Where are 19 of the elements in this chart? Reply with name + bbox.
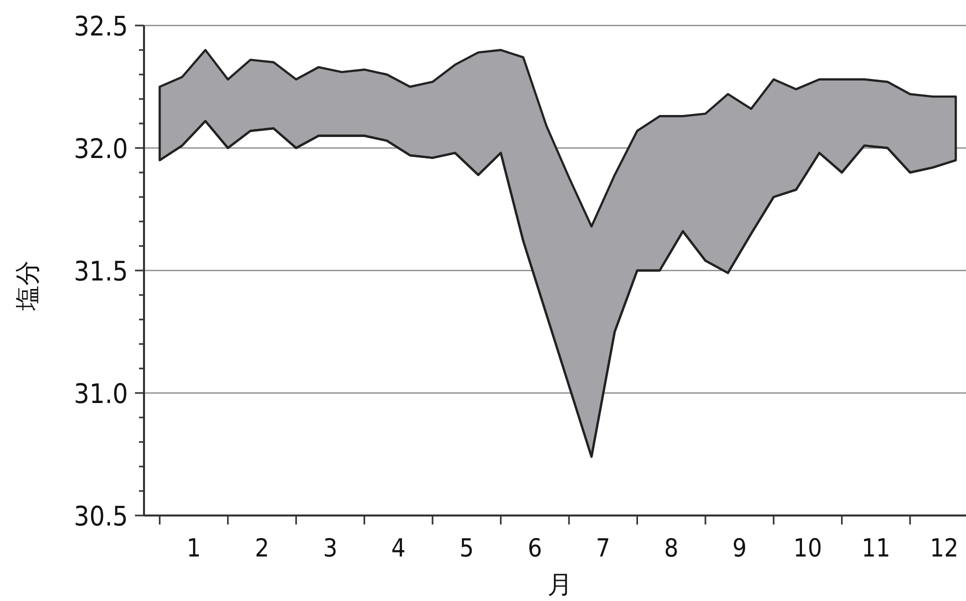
y-tick-label: 30.5: [74, 502, 128, 532]
y-tick-label: 32.5: [74, 12, 128, 42]
x-tick-label: 4: [391, 534, 406, 562]
x-tick-label: 6: [528, 534, 542, 562]
y-axis-title: 塩分: [14, 260, 42, 312]
x-tick-label: 2: [254, 534, 270, 562]
y-tick-label: 31.5: [74, 256, 128, 288]
x-tick-label: 11: [862, 534, 890, 562]
x-tick-label: 12: [930, 534, 958, 562]
x-tick-label: 8: [664, 534, 678, 562]
x-tick-label: 7: [596, 534, 610, 562]
x-tick-label: 10: [793, 534, 822, 562]
x-axis-title: 月: [548, 571, 572, 599]
x-tick-label: 3: [323, 534, 338, 562]
x-tick-label: 5: [460, 534, 474, 562]
y-tick-label: 32.0: [74, 134, 128, 165]
y-tick-label: 31.0: [74, 379, 128, 410]
x-tick-label: 9: [732, 534, 747, 562]
x-tick-label: 1: [186, 534, 201, 562]
